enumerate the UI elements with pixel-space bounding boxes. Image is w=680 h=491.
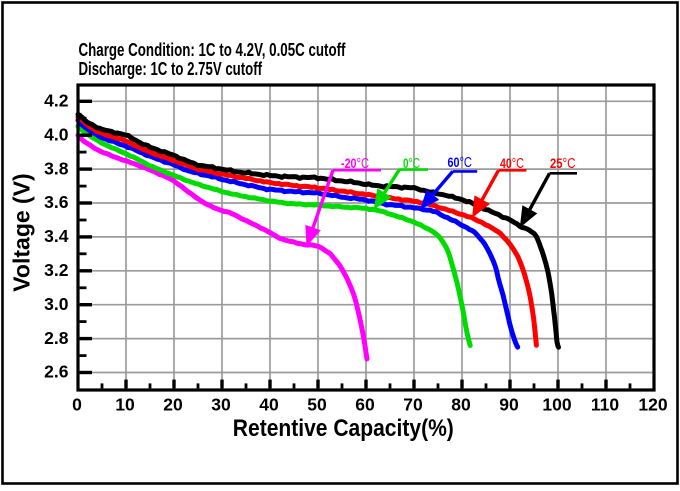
svg-text:70: 70: [403, 395, 423, 415]
svg-text:100: 100: [542, 395, 571, 415]
svg-text:Charge Condition: 1C to 4.2V,: Charge Condition: 1C to 4.2V, 0.05C cuto…: [79, 39, 347, 60]
svg-text:3.4: 3.4: [44, 226, 69, 246]
svg-text:30: 30: [211, 395, 231, 415]
svg-text:Retentive Capacity(%): Retentive Capacity(%): [233, 415, 454, 442]
svg-text:60: 60: [355, 395, 375, 415]
svg-text:25°C: 25°C: [550, 155, 576, 172]
svg-text:-20°C: -20°C: [341, 155, 369, 172]
svg-text:50: 50: [307, 395, 327, 415]
svg-text:Voltage (V): Voltage (V): [9, 173, 35, 291]
svg-text:3.6: 3.6: [44, 192, 69, 212]
svg-text:0: 0: [72, 395, 82, 415]
svg-text:40: 40: [259, 395, 279, 415]
svg-text:10: 10: [115, 395, 135, 415]
svg-text:4.0: 4.0: [44, 124, 69, 144]
svg-text:2.8: 2.8: [44, 328, 69, 348]
svg-text:0°C: 0°C: [403, 155, 420, 172]
svg-text:40°C: 40°C: [500, 155, 524, 172]
svg-text:3.8: 3.8: [44, 158, 69, 178]
svg-text:110: 110: [591, 395, 619, 415]
svg-text:3.2: 3.2: [44, 260, 69, 280]
svg-text:60°C: 60°C: [448, 154, 473, 171]
svg-text:80: 80: [451, 395, 471, 415]
svg-text:20: 20: [163, 395, 183, 415]
svg-text:120: 120: [638, 395, 667, 415]
svg-text:3.0: 3.0: [44, 294, 69, 314]
svg-text:Discharge: 1C to 2.75V cutoff: Discharge: 1C to 2.75V cutoff: [79, 58, 263, 79]
svg-text:90: 90: [499, 395, 519, 415]
svg-text:2.6: 2.6: [44, 362, 69, 382]
svg-text:4.2: 4.2: [44, 91, 69, 111]
